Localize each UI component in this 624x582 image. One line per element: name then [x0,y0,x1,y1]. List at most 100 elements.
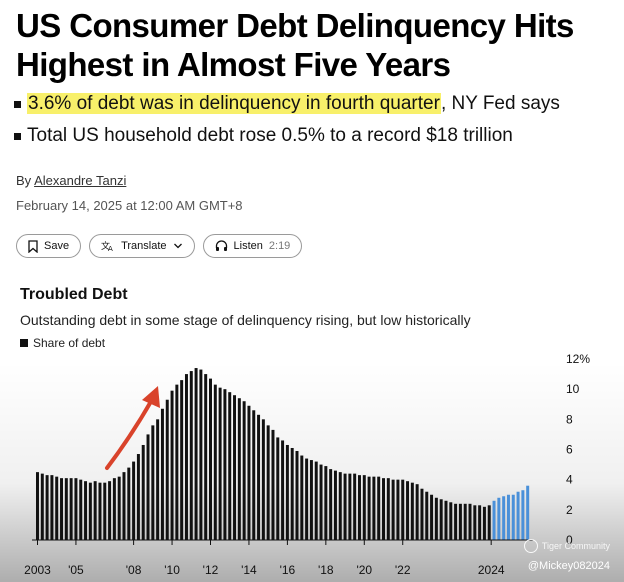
watermark-brand-text: Tiger Community [541,541,610,551]
chart-bar [357,475,361,540]
chart-bar [160,408,164,540]
chart-bar [458,503,462,540]
listen-duration: 2:19 [268,240,291,252]
chart-bar [237,398,241,540]
chart-bar [420,488,424,540]
chart-bar [324,466,328,540]
chart-bar [314,461,318,540]
chart-bar [276,437,280,540]
chart-bar [434,497,438,540]
chart-bar [103,482,107,540]
chart-bar [285,444,289,541]
chart-bar [353,473,357,540]
chart-bar [410,482,414,540]
chart-bar [281,440,285,540]
bookmark-icon [28,239,38,253]
chart-bar [492,500,496,540]
chart-bar [444,500,448,540]
save-label: Save [44,240,70,252]
chart-title: Troubled Debt [20,286,128,303]
listen-button[interactable]: Listen 2:19 [202,234,303,258]
chart-bar [487,505,491,540]
chart-bar [204,374,208,540]
author-link[interactable]: Alexandre Tanzi [34,173,127,188]
chart-bar [233,395,237,540]
chart-bar [497,497,501,540]
chart-bar [415,484,419,540]
chart-bar [261,419,265,540]
chart-bar [300,455,304,540]
translate-label: Translate [121,240,167,252]
chart-bar [482,506,486,540]
x-tick-label: '16 [280,563,296,577]
y-tick-label: 4 [566,473,573,487]
x-tick-label: 2003 [24,563,51,577]
svg-text:A: A [108,245,113,252]
chart-bar [180,380,184,540]
x-tick-label: '05 [68,563,84,577]
chart-bar [425,491,429,540]
chart-bar [463,503,467,540]
highlighted-text: 3.6% of debt was in delinquency in fourt… [27,93,441,114]
chart-bar [74,478,78,540]
chart-bar [348,473,352,540]
legend-swatch [20,339,28,347]
chart-bar [406,481,410,541]
y-tick-label: 0 [566,533,573,547]
chart-bar [333,470,337,540]
chart-bar [242,401,246,540]
chart-bar [136,454,140,540]
y-tick-label: 2 [566,503,573,517]
x-tick-label: '22 [395,563,411,577]
annotation-arrowhead [142,386,160,408]
bullet-square-icon [14,133,21,140]
x-tick-label: '14 [241,563,257,577]
y-tick-label: 6 [566,443,573,457]
chart-bar [309,460,313,540]
chart-bar [98,482,102,540]
chart-bar [449,502,453,540]
summary-bullets: 3.6% of debt was in delinquency in fourt… [14,92,614,156]
chart-bar [175,384,179,540]
chart-bar [247,405,251,540]
chart-subtitle: Outstanding debt in some stage of delinq… [20,312,471,328]
chart-bar [396,479,400,540]
chart-bar [189,371,193,540]
chart-bar [88,482,92,540]
chart-bar [506,494,510,540]
chart-bar [194,368,198,540]
chart-bar [36,472,39,541]
chart-bar [271,429,275,540]
legend-label: Share of debt [33,336,106,350]
chart-bar [108,481,112,541]
x-tick-label: '12 [203,563,219,577]
chart-bar [112,478,116,540]
chart-bar [473,505,477,540]
save-button[interactable]: Save [16,234,82,258]
bullet-text: Total US household debt rose 0.5% to a r… [27,125,513,146]
chart-bar [79,479,83,540]
chart-bar [117,476,121,540]
headphones-icon [215,240,227,251]
chart-bar [305,458,309,540]
x-tick-label: '18 [318,563,334,577]
chart-bar [84,481,88,541]
y-tick-label: 8 [566,412,573,426]
x-tick-label: '08 [126,563,142,577]
chart-bar [430,494,434,540]
chart-bar [252,410,256,540]
x-tick-label: '10 [164,563,180,577]
chart-bar [122,472,126,541]
chart-bar [329,469,333,540]
bullet-text: , NY Fed says [440,93,560,114]
x-tick-label: '20 [356,563,372,577]
chart-bar [362,475,366,540]
listen-label: Listen [233,240,263,252]
chart-bar [257,414,261,540]
chart-bar [40,473,44,540]
chart-bar [343,473,347,540]
bullet-square-icon [14,101,21,108]
